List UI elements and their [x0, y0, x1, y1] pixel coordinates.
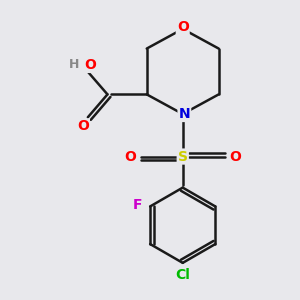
Text: S: S	[178, 149, 188, 164]
Text: N: N	[178, 107, 190, 121]
Text: O: O	[124, 149, 136, 164]
Text: F: F	[133, 198, 142, 212]
Text: O: O	[177, 20, 189, 34]
Text: O: O	[77, 119, 89, 134]
Text: H: H	[69, 58, 79, 71]
Text: O: O	[229, 149, 241, 164]
Text: Cl: Cl	[175, 268, 190, 282]
Text: O: O	[84, 58, 96, 72]
